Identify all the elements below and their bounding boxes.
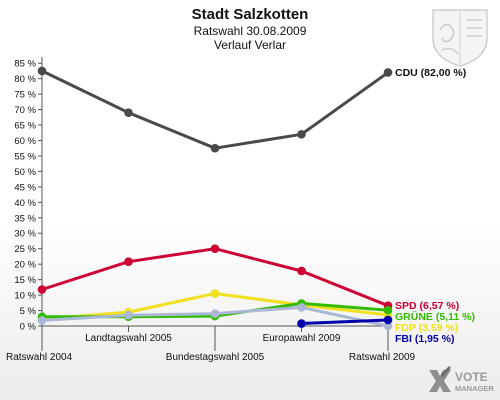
data-point <box>210 244 220 254</box>
x-tick-label: Europawahl 2009 <box>263 333 341 344</box>
y-tick-label: 85 % <box>14 59 36 70</box>
x-tick-label: Bundestagswahl 2005 <box>166 352 265 363</box>
y-axis: 0 % 5 % 10 % 15 % 20 % 25 % 30 % 35 % 40 % 45 % 50… <box>14 57 43 333</box>
x-tick-label: Ratswahl 2009 <box>349 352 416 363</box>
y-tick-label: 15 % <box>14 275 36 286</box>
vote-manager-logo: VOTE MANAGER <box>429 366 494 393</box>
x-tick-label: Ratswahl 2004 <box>6 352 73 363</box>
data-point <box>37 66 47 76</box>
data-point <box>383 305 393 315</box>
data-point <box>297 129 306 139</box>
series-line <box>41 69 389 150</box>
end-labels: CDU (82,00 %)SPD (6,57 %)GRÜNE (5,11 %)F… <box>395 67 475 345</box>
y-tick-label: 30 % <box>14 229 36 240</box>
y-tick-label: 40 % <box>14 198 36 209</box>
series-5 <box>297 315 393 328</box>
y-tick-label: 5 % <box>20 306 37 317</box>
y-tick-label: 50 % <box>14 167 36 178</box>
y-tick-label: 65 % <box>14 121 36 132</box>
chart-title: Stadt Salzkotten <box>192 6 309 23</box>
data-point <box>297 303 306 312</box>
data-point <box>210 309 220 318</box>
data-point <box>124 257 133 266</box>
logo-vote-text: VOTE <box>455 370 488 384</box>
vote-x-icon <box>429 366 451 392</box>
y-tick-label: 70 % <box>14 105 36 116</box>
y-tick-label: 10 % <box>14 291 36 302</box>
y-tick-label: 20 % <box>14 260 36 271</box>
series-layer <box>37 66 393 331</box>
y-tick-label: 55 % <box>14 151 36 162</box>
series-1 <box>37 244 393 310</box>
chart-subtitle: Ratswahl 30.08.2009 <box>194 24 307 38</box>
data-point <box>37 285 47 294</box>
series-line <box>301 318 389 325</box>
data-point <box>297 266 306 276</box>
y-tick-label: 80 % <box>14 74 36 85</box>
series-end-label: CDU (82,00 %) <box>395 67 466 79</box>
data-point <box>383 68 393 77</box>
series-end-label: SPD (6,57 %) <box>395 300 459 312</box>
x-axis: Ratswahl 2004 Landtagswahl 2005 Bundestags… <box>6 325 416 363</box>
logo-manager-text: MANAGER <box>455 384 494 393</box>
series-end-label: FDP (3,59 %) <box>395 322 458 334</box>
data-point <box>210 289 220 298</box>
data-point <box>124 310 133 320</box>
y-tick-label: 60 % <box>14 136 36 147</box>
data-point <box>383 315 393 325</box>
data-point <box>210 143 220 153</box>
y-tick-label: 35 % <box>14 213 36 224</box>
y-tick-label: 0 % <box>20 322 37 333</box>
coat-of-arms-icon <box>432 9 488 67</box>
series-4 <box>37 303 393 331</box>
x-tick-label: Landtagswahl 2005 <box>85 333 172 344</box>
data-point <box>37 316 47 325</box>
data-point <box>383 321 393 331</box>
series-end-label: GRÜNE (5,11 %) <box>395 310 475 323</box>
data-point <box>124 108 133 117</box>
series-end-label: FBI (1,95 %) <box>395 333 455 345</box>
series-0 <box>37 66 393 153</box>
y-tick-label: 25 % <box>14 244 36 255</box>
y-tick-label: 75 % <box>14 90 36 101</box>
data-point <box>297 319 306 328</box>
chart-subtitle-2: Verlauf Verlar <box>214 38 286 52</box>
y-tick-label: 45 % <box>14 182 36 193</box>
